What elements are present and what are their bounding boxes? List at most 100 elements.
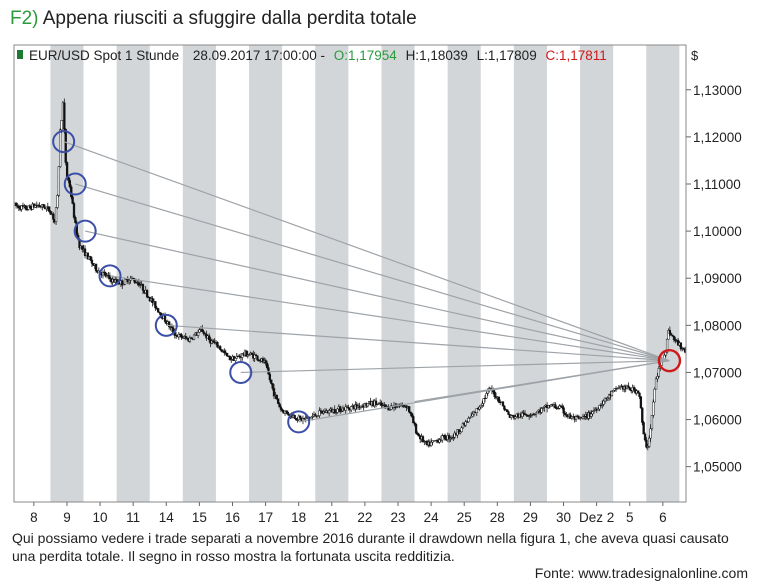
candle-body	[201, 329, 204, 332]
candle-body	[438, 439, 441, 443]
candle-body	[448, 435, 451, 440]
candle-body	[514, 416, 517, 419]
candle-body	[38, 205, 41, 207]
header-close: C:1,17811	[545, 48, 606, 63]
candle-body	[642, 422, 645, 435]
candle-body	[606, 397, 609, 400]
header-low: L:1,17809	[477, 48, 537, 63]
candle-body	[294, 418, 298, 420]
plot-frame	[13, 44, 687, 503]
candle-body	[470, 415, 473, 419]
legend-marker	[17, 50, 23, 59]
figure-caption: Qui possiamo vedere i trade separati a n…	[12, 530, 729, 564]
candle-body	[271, 383, 274, 389]
candle-body	[412, 416, 415, 424]
candle-body	[151, 298, 154, 304]
candle-body	[522, 412, 525, 414]
candle-body	[641, 407, 644, 423]
candle-body	[525, 414, 528, 416]
candle-body	[334, 412, 338, 414]
candle-body	[220, 349, 223, 352]
candle-body	[115, 279, 118, 283]
x-tick-label: 8	[30, 510, 38, 525]
candle-body	[602, 400, 605, 405]
header-symbol: EUR/USD Spot 1 Stunde	[29, 48, 179, 63]
candle-body	[682, 348, 685, 350]
x-tick-label: 5	[626, 510, 634, 525]
x-tick-label: 23	[390, 510, 405, 525]
candle-body	[156, 308, 160, 313]
candle-body	[20, 205, 23, 210]
candle-body	[296, 419, 299, 421]
candle-body	[248, 354, 251, 356]
candle-body	[311, 415, 314, 418]
candle-body	[671, 334, 674, 337]
candle-body	[299, 415, 302, 419]
x-tick-label: 11	[126, 510, 140, 525]
x-axis: 8 9 10 11 14 15 16 17 18 21 22 23 24 25 28 29 30 Dez 2 5 6	[30, 502, 667, 525]
candle-body	[377, 403, 380, 405]
candle-body	[318, 410, 321, 416]
candle-body	[28, 205, 32, 208]
shaded-day-band	[182, 45, 216, 502]
candle-body	[267, 367, 270, 375]
candle-body	[493, 391, 496, 397]
candle-body	[562, 407, 565, 414]
candle-body	[121, 280, 124, 286]
candle-body	[654, 378, 658, 390]
x-tick-label: 25	[457, 510, 472, 525]
candle-body	[108, 275, 112, 279]
candle-body	[158, 311, 161, 314]
candle-body	[234, 358, 237, 361]
candle-body	[467, 417, 470, 423]
candle-body	[468, 417, 472, 419]
candle-body	[245, 350, 248, 357]
candle-body	[128, 280, 131, 283]
figure-title: F2) Appena riusciti a sfuggire dalla per…	[10, 8, 417, 30]
candle-body	[413, 422, 416, 425]
candle-body	[643, 433, 647, 441]
y-tick-label: 1,09000	[693, 271, 742, 286]
candle-body	[170, 326, 174, 329]
candle-body	[501, 401, 505, 407]
figure-source: Fonte: www.tradesignalonline.com	[534, 565, 748, 581]
candle-body	[533, 413, 536, 415]
exit-marker	[657, 348, 682, 373]
candle-body	[665, 339, 669, 353]
shaded-day-band	[447, 45, 481, 502]
candle-body	[219, 346, 222, 350]
candle-body	[56, 195, 59, 208]
x-tick-label: 30	[556, 510, 571, 525]
candle-body	[534, 412, 538, 415]
candle-body	[184, 336, 187, 339]
candle-body	[601, 404, 604, 406]
shaded-day-band	[116, 45, 150, 502]
x-tick-label: 6	[659, 510, 667, 525]
candle-body	[529, 415, 532, 417]
price-series	[13, 98, 687, 451]
y-axis: 1,13000 1,12000 1,11000 1,10000 1,09000 1,080…	[686, 83, 742, 475]
candle-body	[86, 252, 89, 260]
candle-body	[505, 409, 509, 412]
trade-connections	[52, 130, 682, 434]
candle-body	[202, 331, 205, 334]
candle-body	[497, 396, 500, 403]
candle-body	[339, 406, 342, 412]
figure-label: F2)	[10, 8, 39, 29]
candle-body	[154, 301, 157, 309]
candle-body	[122, 283, 125, 286]
candle-body	[254, 354, 258, 356]
entry-marker	[229, 360, 253, 384]
candle-body	[241, 353, 244, 358]
trade-line	[85, 230, 670, 362]
candle-body	[645, 439, 648, 448]
candle-body	[316, 415, 320, 418]
candle-body	[344, 406, 347, 411]
trade-line	[63, 141, 670, 362]
candle-body	[366, 403, 369, 407]
candle-body	[177, 333, 180, 338]
candle-body	[387, 406, 390, 411]
candle-body	[556, 408, 560, 410]
candle-body	[648, 437, 651, 447]
y-tick-label: 1,13000	[693, 83, 742, 98]
